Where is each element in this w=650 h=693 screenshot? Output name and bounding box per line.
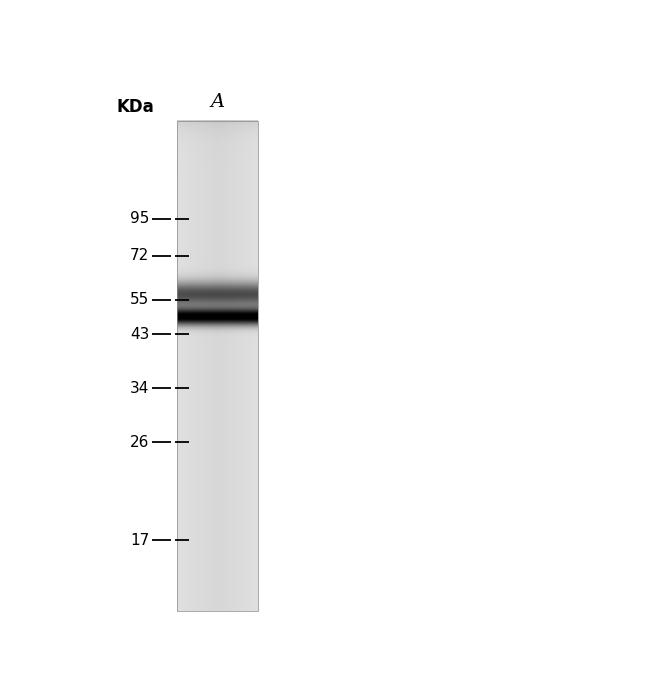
Text: 34: 34 [130,380,150,396]
Text: 72: 72 [130,248,150,263]
Text: KDa: KDa [116,98,154,116]
Text: 17: 17 [130,533,150,547]
Text: 26: 26 [130,435,150,450]
Text: 95: 95 [130,211,150,226]
Bar [177,121,257,611]
Text: 43: 43 [130,326,150,342]
Text: A: A [210,93,224,111]
Text: 55: 55 [130,292,150,307]
